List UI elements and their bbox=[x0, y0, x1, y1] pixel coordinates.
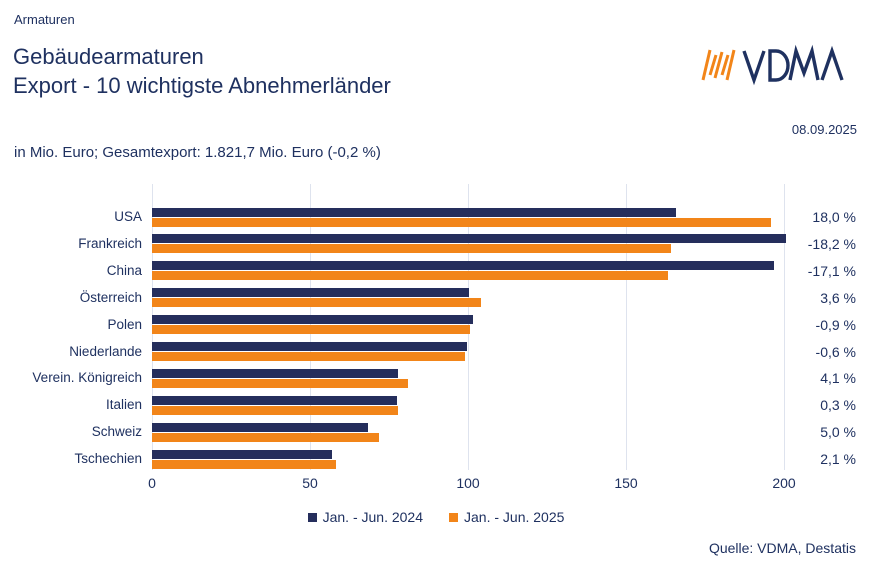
legend-label: Jan. - Jun. 2024 bbox=[322, 509, 423, 525]
category-axis: USA Frankreich China Österreich Polen Niederl… bbox=[0, 184, 142, 470]
change-label: 4,1 % bbox=[820, 370, 856, 387]
kicker: Armaturen bbox=[14, 12, 75, 27]
change-label: -17,1 % bbox=[807, 262, 856, 279]
x-tick-label: 0 bbox=[148, 475, 156, 491]
bar-2024 bbox=[152, 449, 333, 459]
x-tick-label: 50 bbox=[302, 475, 318, 491]
bar-2025 bbox=[152, 352, 466, 361]
change-label: -18,2 % bbox=[807, 235, 856, 252]
bar-2024 bbox=[152, 288, 470, 298]
category-label: Frankreich bbox=[78, 235, 142, 251]
legend-label: Jan. - Jun. 2025 bbox=[464, 509, 565, 525]
change-label: 3,6 % bbox=[820, 289, 856, 306]
vdma-logo-marks bbox=[701, 49, 736, 81]
category-label: Tschechien bbox=[74, 451, 142, 467]
category-label: USA bbox=[114, 209, 142, 224]
change-label: -0,6 % bbox=[815, 343, 856, 360]
vdma-logo bbox=[701, 44, 844, 86]
bar-2025 bbox=[152, 298, 481, 308]
bar-2024 bbox=[152, 368, 399, 378]
legend: Jan. - Jun. 2024 Jan. - Jun. 2025 bbox=[0, 509, 872, 525]
bar-2024 bbox=[152, 395, 398, 405]
bar-2024 bbox=[152, 207, 677, 217]
gridline bbox=[784, 184, 785, 470]
gridline bbox=[626, 184, 627, 470]
bar-2025 bbox=[152, 271, 668, 281]
plot-area bbox=[152, 184, 786, 470]
bar-2024 bbox=[152, 234, 786, 244]
change-label: 18,0 % bbox=[812, 209, 856, 225]
page-title-line1: Gebäudearmaturen bbox=[13, 44, 204, 69]
category-label: Österreich bbox=[79, 289, 142, 305]
bar-2025 bbox=[152, 405, 398, 415]
legend-swatch-icon bbox=[307, 512, 317, 522]
change-label: 0,3 % bbox=[820, 397, 856, 414]
category-label: Polen bbox=[107, 316, 142, 332]
x-axis: 0 50 100 150 200 bbox=[0, 474, 872, 494]
category-label: Verein. Königreich bbox=[32, 370, 142, 386]
source-note: Quelle: VDMA, Destatis bbox=[708, 540, 856, 556]
x-tick-label: 150 bbox=[614, 475, 638, 491]
legend-item-2024: Jan. - Jun. 2024 bbox=[307, 509, 423, 525]
bar-2025 bbox=[152, 325, 470, 335]
category-label: Niederlande bbox=[69, 343, 142, 359]
bar-2025 bbox=[152, 459, 337, 469]
change-label: -0,9 % bbox=[815, 316, 856, 333]
x-tick-label: 200 bbox=[772, 475, 796, 491]
page-title: Gebäudearmaturen Export - 10 wichtigste … bbox=[13, 42, 391, 100]
x-tick-label: 100 bbox=[456, 475, 480, 491]
page-title-line2: Export - 10 wichtigste Abnehmerländer bbox=[13, 73, 391, 98]
change-label: 2,1 % bbox=[820, 451, 856, 468]
bar-2024 bbox=[152, 315, 473, 325]
bar-2025 bbox=[152, 378, 409, 388]
category-label: China bbox=[106, 262, 142, 278]
bar-2025 bbox=[152, 244, 671, 254]
category-label: Schweiz bbox=[91, 424, 142, 440]
chart-subtitle: in Mio. Euro; Gesamtexport: 1.821,7 Mio.… bbox=[14, 144, 381, 161]
vdma-logo-letters bbox=[742, 44, 844, 86]
legend-swatch-icon bbox=[449, 512, 458, 522]
bar-2025 bbox=[152, 432, 379, 442]
legend-item-2025: Jan. - Jun. 2025 bbox=[449, 509, 564, 525]
bar-2024 bbox=[152, 261, 774, 271]
bar-2024 bbox=[152, 422, 368, 432]
change-label: 5,0 % bbox=[820, 424, 856, 441]
change-labels-column: 18,0 % -18,2 % -17,1 % 3,6 % -0,9 % -0,6 % 4,1… bbox=[788, 184, 856, 470]
bar-2024 bbox=[152, 342, 468, 351]
report-date: 08.09.2025 bbox=[791, 122, 857, 137]
category-label: Italien bbox=[105, 397, 142, 413]
bar-2025 bbox=[152, 217, 771, 227]
